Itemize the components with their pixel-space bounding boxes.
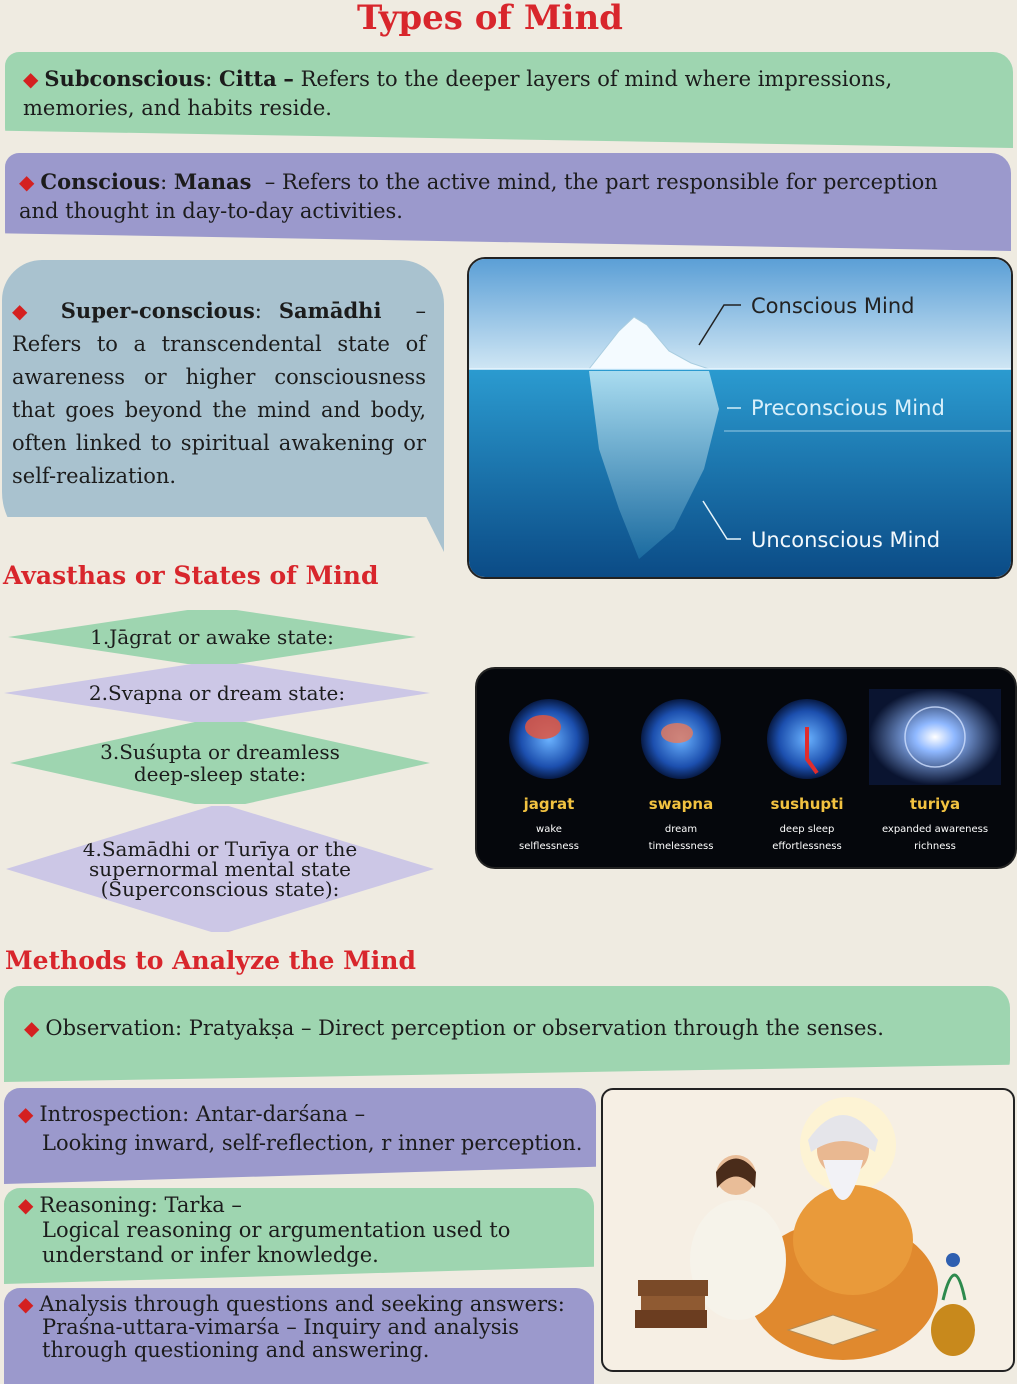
bullet-diamond-icon: ◆ [12,299,38,323]
state-desc: expanded awareness [882,824,988,835]
observation-card: ◆ Observation: Pratyakṣa – Direct percept… [4,986,1010,1082]
brain-states-graphic: jagrat wake selflessness swapna dream ti… [509,689,1001,852]
guru-disciple-illustration [601,1088,1015,1372]
state-desc: effortlessness [772,841,841,852]
bullet-diamond-icon: ◆ [18,1292,34,1316]
state-name: jagrat [523,795,575,813]
bullet-diamond-icon: ◆ [18,1193,34,1217]
reasoning-card: ◆ Reasoning: Tarka – Logical reasoning or… [4,1188,594,1284]
state-desc: timelessness [649,841,714,852]
analysis-title: Analysis through questions and seeking a… [39,1292,565,1316]
jagrat-brain-icon [509,699,589,779]
state-samadhi-label: 4.Samādhi or Turīya or the supernormal m… [82,837,358,901]
analysis-description: Praśna-uttara-vimarśa – Inquiry and anal… [42,1315,520,1362]
superconscious-term: Super-conscious [60,298,255,323]
state-svapna-label: 2.Svapna or dream state: [88,681,346,705]
label-unconscious-mind: Unconscious Mind [751,528,940,552]
superconscious-description: Refers to a transcendental state of awar… [12,332,426,488]
bullet-diamond-icon: ◆ [19,170,35,194]
subconscious-card: ◆ Subconscious: Citta – Refers to the dee… [5,52,1013,148]
label-preconscious-mind: Preconscious Mind [751,396,945,420]
bullet-diamond-icon: ◆ [18,1102,34,1126]
state-desc: dream [665,824,697,835]
state-susupta: 3.Suśupta or dreamless deep-sleep state: [10,722,430,804]
conscious-description: Refers to the active mind, the part resp… [19,170,938,223]
subconscious-term: Subconscious [44,66,206,91]
state-desc: deep sleep [780,824,835,835]
guru-disciple-graphic [635,1097,975,1360]
methods-heading: Methods to Analyze the Mind [5,946,416,975]
turiya-brain-icon [869,689,1001,785]
observation-text: Observation: Pratyakṣa – Direct percepti… [45,1016,884,1040]
reasoning-title: Reasoning: Tarka – [39,1193,242,1217]
state-name: sushupti [771,795,844,813]
superconscious-sanskrit: Samādhi [278,298,382,323]
introspection-title: Introspection: Antar-darśana – [39,1102,366,1126]
conscious-card: ◆ Conscious: Manas – Refers to the active… [5,153,1011,251]
avasthas-heading: Avasthas or States of Mind [3,561,379,590]
conscious-term: Conscious [40,169,161,194]
label-conscious-mind: Conscious Mind [751,294,915,318]
state-jagrat: 1.Jāgrat or awake state: [8,610,416,664]
bullet-diamond-icon: ◆ [23,67,39,91]
introspection-card: ◆ Introspection: Antar-darśana – Looking … [4,1088,596,1184]
reasoning-description: Logical reasoning or argumentation used … [42,1218,511,1267]
state-name: swapna [649,795,713,813]
state-svapna: 2.Svapna or dream state: [4,664,430,722]
iceberg-illustration: Conscious Mind Preconscious Mind Unconsc… [467,257,1013,579]
state-desc: selflessness [519,841,579,852]
page-title: Types of Mind [357,0,623,38]
state-susupta-label: 3.Suśupta or dreamless deep-sleep state: [100,740,340,786]
state-samadhi: 4.Samādhi or Turīya or the supernormal m… [6,806,434,932]
state-desc: wake [536,824,562,835]
bullet-diamond-icon: ◆ [24,1016,40,1040]
state-jagrat-label: 1.Jāgrat or awake state: [90,625,334,649]
subconscious-sanskrit: Citta [219,66,277,91]
brain-states-illustration: jagrat wake selflessness swapna dream ti… [475,667,1017,869]
state-desc: richness [914,841,956,852]
subconscious-description: Refers to the deeper layers of mind wher… [23,67,893,120]
superconscious-card: ◆ Super-conscious: Samādhi – Refers to a… [2,260,444,552]
introspection-description: Looking inward, self-reflection, r inner… [42,1131,583,1155]
analysis-card: ◆ Analysis through questions and seeking … [4,1288,594,1384]
conscious-sanskrit: Manas [173,169,252,194]
state-name: turiya [910,795,960,813]
iceberg-graphic: Conscious Mind Preconscious Mind Unconsc… [469,259,1011,577]
